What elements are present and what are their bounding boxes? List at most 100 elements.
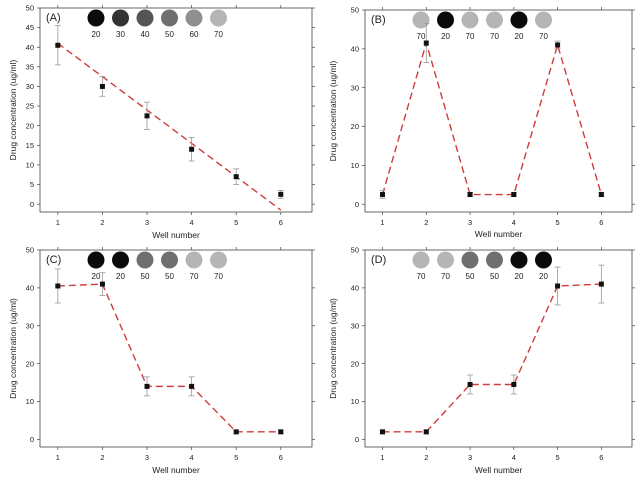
composition-label: 50 (165, 272, 174, 281)
y-tick-label: 20 (351, 122, 359, 131)
x-tick-label: 6 (279, 218, 283, 227)
y-tick-label: 0 (355, 200, 359, 209)
series-line (381, 40, 603, 196)
data-point (380, 429, 386, 435)
composition-label: 70 (441, 272, 450, 281)
y-tick-label: 50 (26, 246, 34, 255)
data-point (423, 40, 429, 46)
panel-label: (B) (371, 14, 386, 26)
y-tick-label: 50 (351, 6, 359, 15)
composition-label: 30 (116, 30, 125, 39)
y-tick-label: 35 (26, 62, 34, 71)
data-point (467, 381, 473, 387)
y-tick-label: 20 (26, 121, 34, 130)
data-point (380, 192, 386, 198)
composition-label: 40 (141, 30, 150, 39)
data-point (555, 283, 561, 289)
y-tick-label: 50 (26, 4, 34, 13)
x-tick-label: 5 (556, 453, 560, 462)
y-tick-label: 40 (351, 44, 359, 53)
y-tick-label: 45 (26, 23, 34, 32)
fit-line (57, 42, 282, 211)
y-tick-label: 30 (26, 82, 34, 91)
composition-circle (185, 251, 203, 269)
data-point (144, 113, 150, 119)
composition-label: 70 (417, 32, 426, 41)
data-point (144, 383, 150, 389)
data-point (598, 192, 604, 198)
composition-label: 50 (466, 272, 475, 281)
composition-label: 20 (539, 272, 548, 281)
x-tick-label: 2 (424, 218, 428, 227)
composition-circle (535, 251, 552, 269)
composition-circle (210, 251, 227, 269)
x-tick-label: 4 (190, 218, 194, 227)
x-tick-label: 6 (599, 453, 603, 462)
y-tick-label: 40 (351, 283, 359, 292)
composition-label: 70 (539, 32, 548, 41)
composition-circle (112, 251, 129, 269)
composition-circle (136, 251, 154, 269)
y-tick-label: 50 (351, 246, 359, 255)
x-tick-label: 4 (512, 453, 516, 462)
x-tick-label: 1 (56, 453, 60, 462)
y-tick-label: 40 (26, 283, 34, 292)
y-tick-label: 10 (351, 397, 359, 406)
composition-label: 20 (515, 272, 524, 281)
panel-label: (C) (46, 254, 61, 266)
composition-label: 20 (92, 272, 101, 281)
composition-circle (412, 11, 430, 29)
composition-circle (87, 9, 105, 27)
composition-label: 70 (466, 32, 475, 41)
x-tick-label: 1 (380, 453, 384, 462)
composition-label: 20 (92, 30, 101, 39)
data-point (189, 146, 195, 152)
x-axis-title: Well number (152, 230, 200, 240)
x-tick-label: 4 (190, 453, 194, 462)
y-axis-title: Drug concentration (ug/ml) (8, 60, 18, 161)
data-point (233, 429, 239, 435)
composition-circle (161, 251, 178, 269)
x-tick-label: 6 (599, 218, 603, 227)
x-tick-label: 4 (512, 218, 516, 227)
x-axis-title: Well number (475, 229, 523, 239)
composition-label: 50 (165, 30, 174, 39)
composition-circle (461, 11, 479, 29)
y-tick-label: 20 (351, 359, 359, 368)
y-axis-title: Drug concentration (ug/ml) (8, 298, 18, 399)
data-point (99, 83, 105, 89)
x-tick-label: 1 (380, 218, 384, 227)
composition-circle (510, 11, 528, 29)
y-tick-label: 30 (26, 321, 34, 330)
x-tick-label: 5 (234, 218, 238, 227)
y-tick-label: 40 (26, 43, 34, 52)
x-tick-label: 3 (468, 218, 472, 227)
composition-label: 70 (214, 30, 223, 39)
composition-label: 60 (190, 30, 199, 39)
data-point (233, 174, 239, 180)
x-tick-label: 3 (145, 218, 149, 227)
y-tick-label: 30 (351, 83, 359, 92)
composition-circle (87, 251, 105, 269)
y-axis-title: Drug concentration (ug/ml) (328, 298, 338, 399)
y-tick-label: 30 (351, 321, 359, 330)
data-point (511, 192, 517, 198)
composition-circle (210, 9, 227, 27)
data-point (55, 42, 61, 48)
y-tick-label: 0 (355, 435, 359, 444)
x-axis-title: Well number (152, 465, 200, 475)
data-point (555, 42, 561, 48)
y-tick-label: 20 (26, 359, 34, 368)
y-tick-label: 5 (30, 180, 34, 189)
composition-circle (486, 11, 503, 29)
data-point (511, 381, 517, 387)
composition-circle (461, 251, 479, 269)
data-point (55, 283, 61, 289)
composition-circle (535, 11, 552, 29)
plot-frame (39, 7, 313, 213)
composition-circle (412, 251, 430, 269)
series-line (57, 283, 281, 433)
data-point (423, 429, 429, 435)
